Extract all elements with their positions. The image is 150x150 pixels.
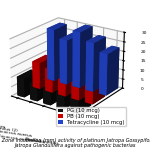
- Legend: PG (10 mcg), PB (10 mcg), Tetracycline (10 mcg): PG (10 mcg), PB (10 mcg), Tetracycline (…: [56, 107, 126, 126]
- Text: Figure 13 : Zone incubation (mm) activity of platinum Jatropa Gossypifolia and p: Figure 13 : Zone incubation (mm) activit…: [0, 138, 150, 148]
